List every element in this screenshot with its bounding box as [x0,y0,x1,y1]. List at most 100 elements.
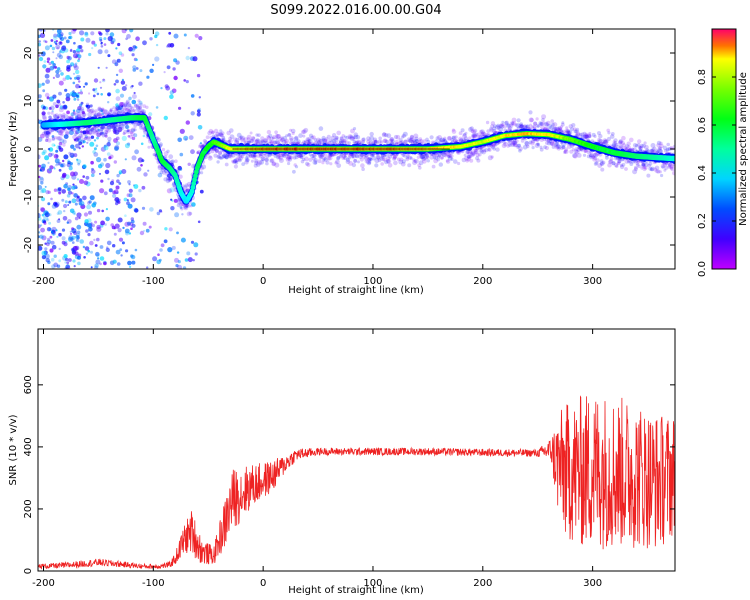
halo-speckle [287,133,291,137]
noise-speckle [100,179,104,183]
halo-speckle [79,106,85,112]
noise-speckle [93,139,97,142]
halo-speckle [232,159,237,164]
noise-speckle [51,204,57,209]
halo-speckle [305,137,310,142]
noise-speckle [95,144,99,148]
halo-speckle [244,158,250,163]
halo-speckle [112,111,117,116]
halo-speckle [60,114,64,118]
halo-speckle [329,162,333,166]
halo-speckle [125,107,130,113]
halo-speckle [270,139,275,144]
halo-speckle [528,110,533,115]
noise-speckle [66,110,70,115]
halo-speckle [287,133,292,138]
noise-speckle [78,147,81,150]
halo-speckle [183,205,189,211]
noise-speckle [80,130,83,134]
noise-speckle [130,217,134,221]
noise-speckle [49,44,53,48]
noise-speckle [105,162,111,169]
noise-speckle [62,216,68,221]
noise-speckle [73,213,76,216]
noise-speckle [141,206,146,210]
noise-speckle [61,45,67,52]
halo-speckle [360,163,365,168]
halo-speckle [129,110,134,114]
noise-speckle [187,162,191,166]
noise-speckle [66,265,71,269]
halo-speckle [208,155,212,159]
noise-speckle [108,188,113,193]
halo-speckle [253,163,258,168]
halo-speckle [54,113,59,117]
halo-speckle [658,170,662,174]
halo-speckle [240,137,245,143]
noise-speckle [196,151,200,155]
noise-speckle [61,228,66,232]
halo-speckle [135,105,140,110]
noise-speckle [46,242,50,247]
halo-speckle [252,154,256,158]
noise-speckle [100,42,103,45]
noise-speckle [50,240,55,245]
noise-speckle [137,157,143,163]
noise-speckle [101,131,105,135]
halo-speckle [62,139,67,144]
halo-speckle [77,127,81,131]
noise-speckle [88,92,91,95]
noise-speckle [85,127,91,133]
halo-speckle [186,203,191,208]
noise-speckle [52,233,55,236]
halo-speckle [174,159,178,163]
noise-speckle [38,154,41,160]
halo-speckle [287,155,292,160]
halo-speckle [253,153,257,158]
halo-speckle [460,128,465,133]
halo-speckle [56,136,61,141]
halo-speckle [63,114,69,120]
noise-speckle [95,251,100,257]
halo-speckle [216,154,222,160]
halo-speckle [265,161,269,166]
halo-speckle [57,136,63,141]
halo-speckle [289,141,293,145]
halo-speckle [560,122,565,127]
halo-speckle [203,140,208,144]
halo-speckle [74,131,79,135]
halo-speckle [189,204,193,208]
noise-speckle [168,227,173,232]
halo-speckle [112,106,116,110]
halo-speckle [61,115,66,120]
halo-speckle [85,102,90,107]
noise-speckle [160,243,165,248]
noise-speckle [51,143,56,147]
noise-speckle [88,210,92,215]
noise-speckle [194,252,198,256]
noise-speckle [77,45,82,49]
noise-speckle [120,254,123,257]
noise-speckle [50,197,53,201]
noise-speckle [75,83,80,89]
halo-speckle [83,132,87,137]
noise-speckle [68,35,73,40]
noise-speckle [177,260,181,264]
noise-speckle [181,213,184,216]
halo-speckle [65,131,70,136]
noise-speckle [125,124,130,130]
halo-speckle [139,102,143,107]
noise-speckle [131,84,134,88]
noise-speckle [53,188,58,192]
noise-speckle [182,266,187,269]
noise-speckle [56,130,59,133]
noise-speckle [41,213,45,217]
halo-speckle [219,129,223,133]
halo-speckle [429,135,434,140]
noise-speckle [158,209,162,213]
halo-speckle [54,136,58,140]
noise-speckle [184,138,188,141]
noise-speckle [51,244,57,250]
noise-speckle [64,105,68,109]
